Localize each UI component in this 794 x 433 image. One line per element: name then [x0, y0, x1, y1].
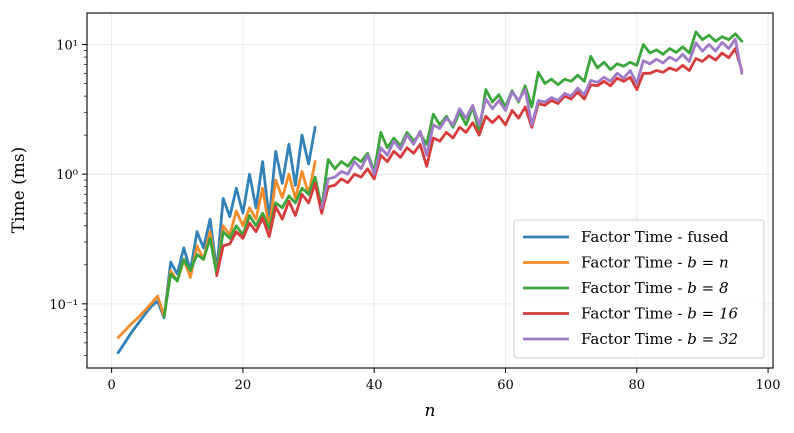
series-lines — [116, 30, 744, 355]
series-line — [320, 37, 744, 210]
y-tick-label: 10⁰ — [56, 168, 78, 183]
x-tick-label: 100 — [756, 378, 781, 393]
series-line — [162, 30, 744, 318]
legend-entry: Factor Time - b = 8 — [581, 279, 729, 297]
legend: Factor Time - fused Factor Time - b = n Fa… — [513, 219, 765, 359]
axis-ticks: 0 20 40 60 80 100 10⁻¹ 10⁰ 10¹ — [49, 39, 780, 393]
x-tick-label: 0 — [107, 378, 115, 393]
y-tick-label: 10⁻¹ — [49, 298, 78, 313]
series-line — [215, 47, 744, 278]
legend-entry: Factor Time - b = n — [581, 254, 729, 272]
x-tick-label: 80 — [629, 378, 646, 393]
legend-box — [513, 219, 765, 359]
x-axis-label: n — [425, 401, 436, 421]
y-axis-label: Time (ms) — [9, 147, 29, 233]
legend-entry: Factor Time - fused — [581, 228, 729, 246]
y-tick-label: 10¹ — [56, 39, 78, 54]
x-tick-label: 60 — [497, 378, 514, 393]
legend-entry: Factor Time - b = 16 — [581, 305, 739, 323]
x-tick-label: 40 — [366, 378, 383, 393]
legend-entry: Factor Time - b = 32 — [581, 330, 738, 348]
x-tick-label: 20 — [235, 378, 252, 393]
plot-frame — [86, 12, 774, 369]
